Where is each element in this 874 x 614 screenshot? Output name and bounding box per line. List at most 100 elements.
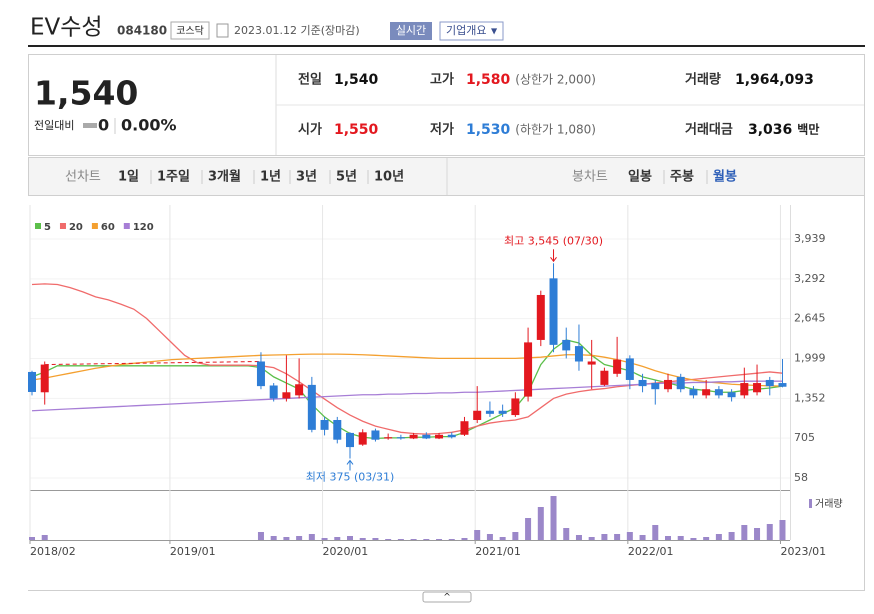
collapse-icon[interactable]: ^ <box>443 593 451 603</box>
period[interactable]: 1주일 <box>157 170 190 185</box>
quote-label: 거래대금 <box>685 123 733 138</box>
volume-label: 거래량 <box>815 498 843 510</box>
high-annotation: 최고 3,545 (07/30) <box>504 234 603 247</box>
volume-bar <box>550 496 557 540</box>
volume-bar <box>486 534 493 540</box>
candle-body <box>574 346 583 362</box>
volume-bar <box>385 539 392 540</box>
volume-bar <box>525 518 532 540</box>
volume-bar <box>677 536 684 540</box>
change-pct: 0.00% <box>121 116 177 135</box>
quote-note: (하한가 1,080) <box>515 123 596 137</box>
volume-bar <box>397 539 404 540</box>
volume-bar <box>741 525 748 540</box>
volume-bar <box>690 538 697 540</box>
quote-label: 전일 <box>298 72 322 88</box>
period[interactable]: 주봉 <box>670 170 694 185</box>
period[interactable]: 1년 <box>260 170 281 185</box>
realtime-button[interactable] <box>390 22 432 40</box>
y-tick-label: 58 <box>794 471 808 484</box>
x-tick-label: 2018/02 <box>30 545 76 558</box>
candle-body <box>587 361 596 365</box>
volume-bar <box>499 537 506 540</box>
candle-body <box>473 410 482 420</box>
quote-value: 1,580 <box>466 72 511 88</box>
y-tick-label: 2,645 <box>794 312 826 325</box>
collapse-button[interactable] <box>422 591 472 603</box>
volume-bar <box>715 534 722 540</box>
volume-bar <box>423 539 430 540</box>
volume-bar <box>754 528 761 540</box>
quote-label: 저가 <box>430 123 454 138</box>
volume-bar <box>601 534 608 540</box>
candle-body <box>651 383 660 390</box>
quote-label: 거래량 <box>685 73 721 88</box>
volume-bar <box>728 532 735 540</box>
volume-bar <box>359 538 366 540</box>
quote-label: 고가 <box>430 73 454 88</box>
period[interactable]: 1일 <box>118 170 139 185</box>
candle-body <box>613 359 622 374</box>
volume-bar <box>296 536 303 540</box>
candle-body <box>422 434 431 439</box>
volume-bar <box>766 524 773 540</box>
period[interactable]: 월봉 <box>713 169 737 185</box>
volume-bar <box>257 532 264 540</box>
change: 0 <box>98 116 109 135</box>
candle-body <box>714 389 723 396</box>
candle-body <box>435 434 444 439</box>
volume-bar <box>347 536 353 540</box>
gap-line <box>44 360 261 366</box>
volume-bar <box>410 539 417 540</box>
y-tick-label: 1,352 <box>794 391 826 404</box>
candle-body <box>498 410 507 414</box>
quote-value: 1,550 <box>334 122 379 138</box>
quote-value: 1,530 <box>466 122 511 138</box>
low-arrow <box>346 459 354 471</box>
y-tick-label: 1,999 <box>794 351 826 364</box>
volume-bar <box>334 537 341 540</box>
candle-body <box>562 339 571 351</box>
period[interactable]: 3년 <box>296 170 317 185</box>
candle-body <box>371 430 380 440</box>
candle-body <box>511 398 520 416</box>
stock-code: 084180 <box>117 24 167 38</box>
candle-body <box>625 358 634 380</box>
ma-line <box>31 339 783 440</box>
volume-bar <box>512 532 519 540</box>
nav-label: 선차트 <box>65 170 101 185</box>
quote-value: 1,964,093 <box>735 72 814 88</box>
candle-body <box>485 410 494 414</box>
market-badge <box>170 21 210 40</box>
candle-body <box>740 383 749 396</box>
candle-body <box>384 437 393 439</box>
candle-body <box>320 419 329 430</box>
volume-bar <box>665 536 671 540</box>
volume-bar <box>372 538 379 540</box>
period[interactable]: 일봉 <box>628 170 652 185</box>
realtime[interactable]: 실시간 <box>396 24 426 37</box>
candle-body <box>536 294 545 340</box>
volume-swatch <box>809 499 812 508</box>
candle-body <box>358 432 367 445</box>
candle-body <box>524 342 533 397</box>
candle-body <box>676 376 685 390</box>
candle-body <box>689 389 698 396</box>
candle-body <box>396 437 405 439</box>
candle-body <box>346 432 354 448</box>
price: 1,540 <box>34 74 138 113</box>
period[interactable]: 10년 <box>374 170 404 185</box>
volume-bar <box>448 539 455 540</box>
candle-body <box>638 379 647 387</box>
volume-bar <box>321 538 328 540</box>
overview-button[interactable] <box>439 21 504 41</box>
volume-bar <box>639 535 646 540</box>
x-tick-label: 2021/01 <box>475 545 521 558</box>
x-tick-label: 2023/01 <box>780 545 826 558</box>
period[interactable]: 5년 <box>336 170 357 185</box>
volume-bar <box>575 535 582 540</box>
overview[interactable]: 기업개요 <box>446 24 486 37</box>
candle-body <box>28 371 36 392</box>
candle-body <box>753 383 762 393</box>
period[interactable]: 3개월 <box>208 169 241 185</box>
